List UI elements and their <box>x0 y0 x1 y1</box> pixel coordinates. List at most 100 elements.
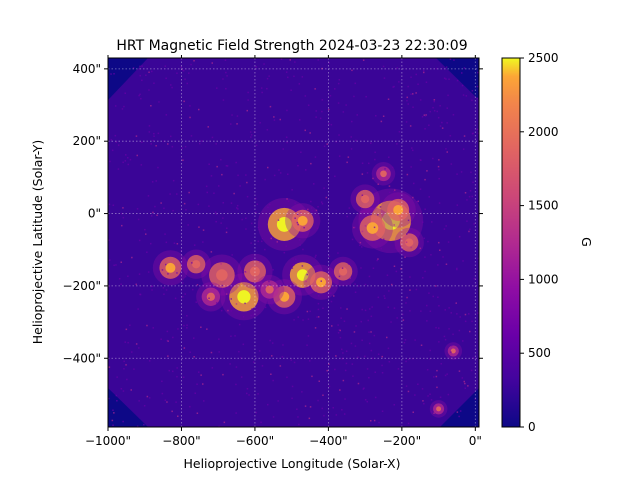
speckle-dot <box>215 220 217 223</box>
speckle-dot <box>280 58 283 60</box>
speckle-dot <box>467 385 469 387</box>
speckle-dot <box>270 237 272 240</box>
speckle-dot <box>307 318 310 320</box>
speckle-dot <box>410 76 412 78</box>
speckle-dot <box>370 331 372 333</box>
speckle-dot <box>448 328 450 330</box>
speckle-dot <box>392 86 394 88</box>
speckle-dot <box>415 92 417 94</box>
speckle-dot <box>303 226 305 229</box>
speckle-dot <box>410 93 412 95</box>
speckle-dot <box>226 227 228 229</box>
speckle-dot <box>362 59 365 61</box>
speckle-dot <box>450 163 453 165</box>
speckle-dot <box>447 94 449 97</box>
speckle-dot <box>116 376 118 378</box>
speckle-dot <box>139 293 142 296</box>
speckle-dot <box>429 393 431 395</box>
speckle-dot <box>171 410 173 413</box>
speckle-dot <box>136 154 138 157</box>
x-tick-label-4: −200" <box>383 434 421 448</box>
speckle-dot <box>141 79 143 82</box>
speckle-dot <box>412 149 414 152</box>
speckle-dot <box>235 366 238 368</box>
speckle-dot <box>461 72 463 74</box>
speckle-dot <box>422 69 425 72</box>
speckle-dot <box>374 158 376 161</box>
speckle-dot <box>160 202 162 204</box>
speckle-dot <box>355 325 357 327</box>
speckle-dot <box>351 120 353 123</box>
speckle-dot <box>239 185 241 187</box>
speckle-dot <box>215 213 218 215</box>
speckle-dot <box>412 93 414 95</box>
speckle-dot <box>430 399 433 401</box>
speckle-dot <box>151 181 154 183</box>
speckle-dot <box>477 71 479 74</box>
speckle-dot <box>375 115 377 117</box>
speckle-dot <box>145 74 147 76</box>
speckle-dot <box>429 358 431 360</box>
speckle-dot <box>200 326 202 328</box>
speckle-dot <box>185 209 187 211</box>
region-core-9 <box>216 269 228 281</box>
speckle-dot <box>304 129 306 132</box>
speckle-dot <box>306 273 308 276</box>
speckle-dot <box>163 140 165 142</box>
speckle-dot <box>366 213 369 215</box>
speckle-dot <box>273 119 276 121</box>
speckle-dot <box>250 242 252 244</box>
speckle-dot <box>353 226 355 229</box>
speckle-dot <box>186 82 188 85</box>
speckle-dot <box>165 263 167 266</box>
speckle-dot <box>210 175 213 177</box>
speckle-dot <box>153 132 155 135</box>
speckle-dot <box>403 341 406 344</box>
speckle-dot <box>430 411 433 413</box>
speckle-dot <box>257 240 259 243</box>
speckle-dot <box>426 304 428 307</box>
speckle-dot <box>165 289 168 291</box>
speckle-dot <box>445 263 448 265</box>
speckle-dot <box>164 399 167 401</box>
speckle-dot <box>127 341 129 344</box>
speckle-dot <box>207 126 209 128</box>
speckle-dot <box>255 411 257 414</box>
speckle-dot <box>125 154 127 156</box>
speckle-dot <box>435 285 437 287</box>
speckle-dot <box>253 361 255 363</box>
speckle-dot <box>267 403 269 406</box>
speckle-dot <box>406 96 408 99</box>
speckle-dot <box>193 244 196 246</box>
speckle-dot <box>315 254 317 257</box>
speckle-dot <box>361 230 364 233</box>
speckle-dot <box>236 277 238 279</box>
speckle-dot <box>433 376 435 378</box>
speckle-dot <box>143 423 145 426</box>
grid-lines <box>108 58 479 427</box>
speckle-dot <box>465 95 468 97</box>
speckle-dot <box>285 136 288 138</box>
speckle-dot <box>136 425 139 427</box>
speckle-dot <box>317 302 320 305</box>
speckle-dot <box>384 297 386 299</box>
speckle-dot <box>282 344 284 346</box>
speckle-dot <box>208 297 210 299</box>
speckle-dot <box>448 307 450 309</box>
speckle-dot <box>372 177 374 180</box>
speckle-dot <box>410 246 412 249</box>
speckle-dot <box>138 239 141 242</box>
speckle-dot <box>326 294 329 296</box>
speckle-dot <box>114 105 117 107</box>
region-core-16 <box>265 285 274 294</box>
speckle-dot <box>328 123 330 125</box>
speckle-dot <box>199 299 201 302</box>
colorbar-tick-label-5: 2500 <box>528 51 559 65</box>
speckle-dot <box>308 417 311 420</box>
y-tick-label-4: −400" <box>63 351 101 365</box>
speckle-dot <box>388 361 391 363</box>
speckle-dot <box>206 272 208 275</box>
speckle-dot <box>287 200 290 202</box>
speckle-dot <box>313 183 315 185</box>
speckle-dot <box>459 410 462 412</box>
